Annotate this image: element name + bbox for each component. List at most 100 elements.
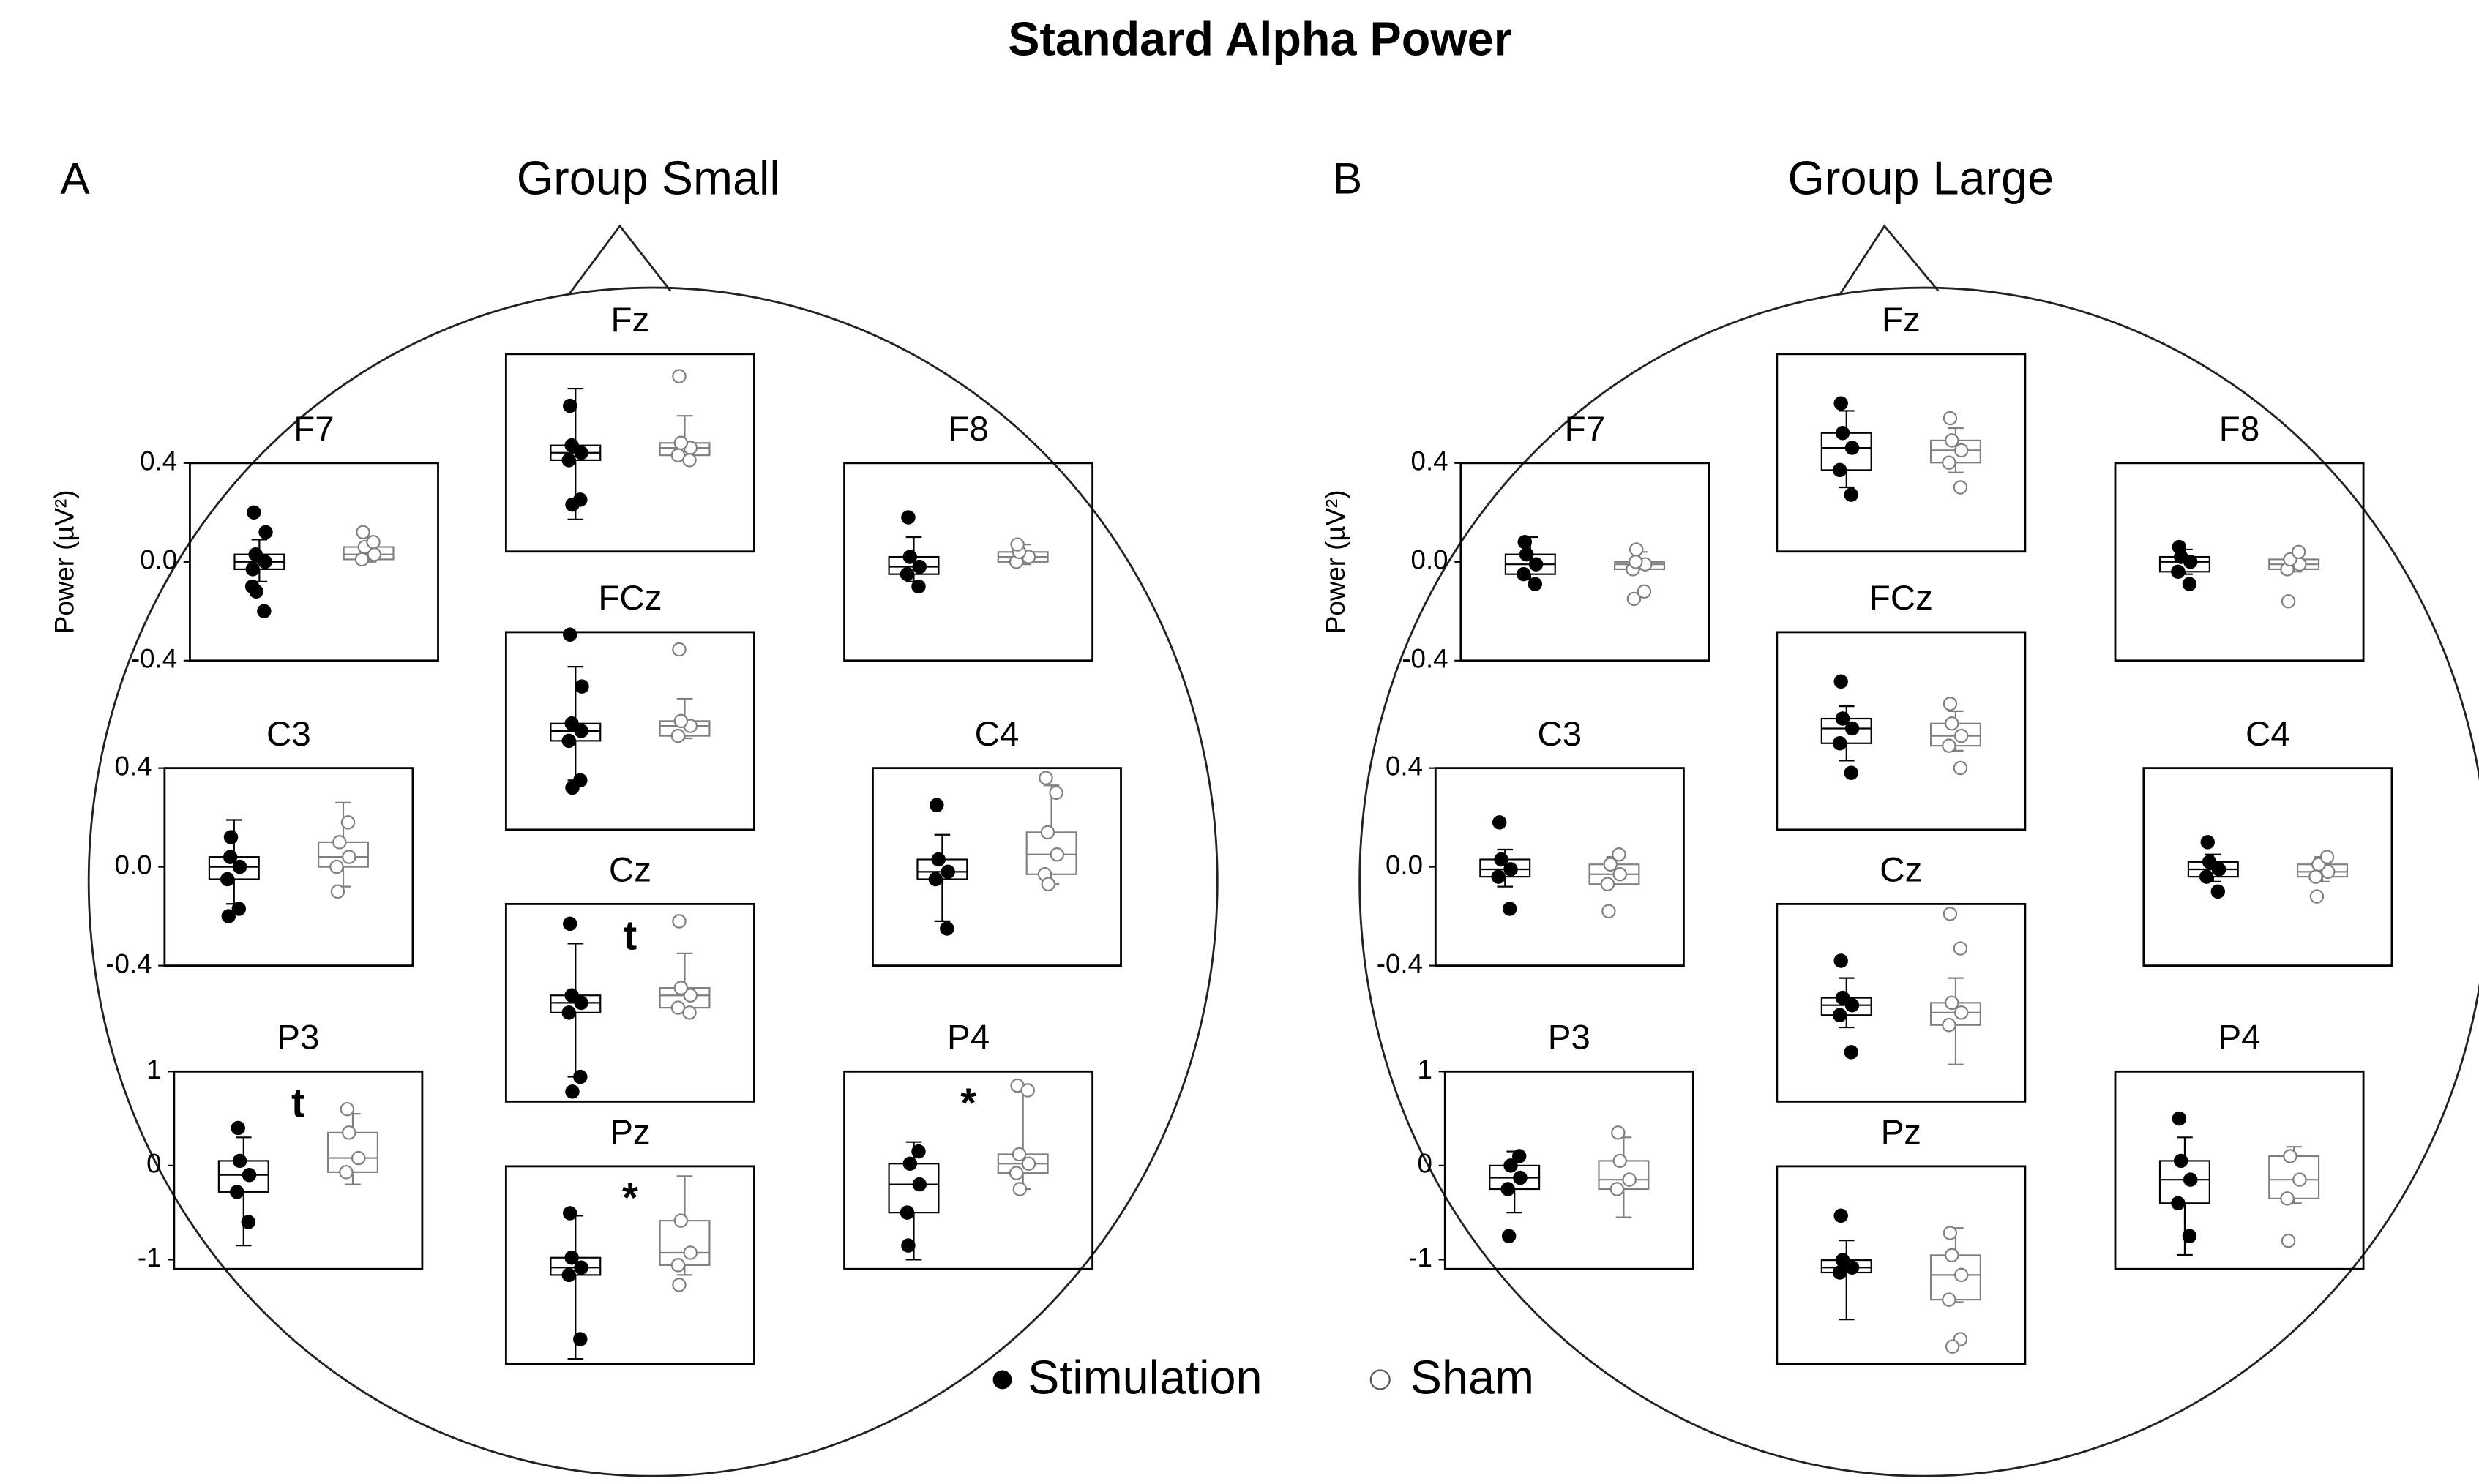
panel-frame (173, 1070, 424, 1270)
annotation: t (624, 912, 637, 959)
box (659, 1220, 711, 1266)
y-tick-label: 0.0 (115, 850, 152, 880)
panel-frame (2142, 767, 2393, 967)
y-tick-label: 0 (146, 1149, 161, 1179)
data-point (1050, 847, 1065, 862)
y-tick-label: -0.4 (131, 643, 177, 673)
data-point (564, 1251, 579, 1265)
panel-title: P3 (277, 1019, 319, 1057)
data-point (564, 988, 579, 1003)
panel-frame (1776, 631, 2027, 831)
data-point (1629, 555, 1643, 569)
data-point (1833, 674, 1848, 689)
data-point (573, 1332, 588, 1346)
data-point (232, 1153, 247, 1169)
data-point (1832, 736, 1847, 751)
panel-label: A (60, 153, 90, 203)
data-point (673, 981, 689, 995)
data-point (244, 579, 260, 594)
data-point (1833, 953, 1848, 968)
data-point (2200, 835, 2215, 850)
data-point (245, 562, 261, 577)
data-point (911, 1144, 926, 1159)
data-point (912, 559, 927, 574)
data-point (2182, 577, 2197, 591)
y-tick-label: 0.4 (1411, 446, 1448, 476)
panel-title: C4 (975, 715, 1020, 754)
data-point (2183, 1172, 2198, 1187)
panel-title: Cz (1880, 851, 1922, 890)
data-point (912, 1177, 927, 1192)
data-point (248, 547, 263, 562)
data-point (2174, 1153, 2188, 1169)
data-point (2321, 864, 2336, 880)
data-point (683, 1245, 698, 1260)
data-point (901, 510, 916, 525)
panel-title: Fz (611, 301, 650, 340)
panel-title: C4 (2246, 715, 2290, 754)
data-point (1009, 1166, 1024, 1180)
legend-label: Stimulation (1028, 1351, 1262, 1404)
data-point (247, 505, 261, 520)
panel-title: FCz (1869, 579, 1933, 618)
data-point (940, 921, 954, 936)
panel-title: Pz (1881, 1113, 1921, 1152)
data-point (356, 525, 370, 540)
y-tick-label: -0.4 (1377, 948, 1423, 978)
data-point (1943, 411, 1958, 426)
data-point (332, 835, 347, 850)
y-axis-label: Power (µV²) (1320, 490, 1350, 634)
data-point (329, 859, 344, 874)
data-point (574, 446, 588, 460)
data-point (1835, 990, 1850, 1005)
data-point (1844, 998, 1860, 1013)
data-point (231, 902, 247, 916)
data-point (1039, 771, 1053, 785)
data-point (1622, 1172, 1637, 1187)
y-tick-label: -1 (1408, 1243, 1432, 1273)
panel-frame (504, 902, 755, 1103)
data-point (2281, 594, 2296, 609)
panel-frame (2114, 1070, 2365, 1270)
y-tick-label: 0.4 (1386, 751, 1423, 781)
data-point (2210, 884, 2226, 899)
data-point (902, 550, 918, 564)
data-point (2291, 544, 2306, 560)
data-point (339, 1165, 354, 1180)
data-point (2292, 1172, 2307, 1187)
data-point (1832, 1008, 1847, 1022)
data-point (575, 679, 589, 694)
y-tick-label: 0.0 (140, 544, 177, 574)
panel-title: C3 (266, 715, 311, 754)
panel-title: F7 (293, 410, 334, 449)
data-point (1612, 1153, 1627, 1169)
panel-frame (1776, 902, 2027, 1103)
data-point (672, 369, 687, 383)
data-point (2199, 869, 2214, 884)
y-tick-label: 0.0 (1386, 850, 1423, 880)
data-point (682, 1005, 697, 1020)
annotation: * (622, 1174, 638, 1221)
data-point (1491, 869, 1506, 884)
data-point (563, 1206, 577, 1221)
data-point (561, 1267, 576, 1283)
legend-marker (1369, 1369, 1391, 1390)
panel-title: Pz (610, 1113, 650, 1152)
y-tick-label: 0 (1418, 1149, 1432, 1179)
data-point (231, 1120, 245, 1136)
data-point (673, 435, 689, 450)
data-point (366, 535, 381, 550)
data-point (1832, 1265, 1847, 1280)
data-point (1942, 1292, 1956, 1307)
data-point (911, 579, 926, 594)
data-point (232, 859, 247, 874)
panel-title: F7 (1565, 410, 1605, 449)
data-point (561, 453, 576, 468)
data-point (1519, 547, 1534, 562)
data-point (672, 1278, 687, 1292)
data-point (1603, 857, 1618, 872)
data-point (564, 716, 579, 731)
data-point (223, 850, 238, 864)
data-point (1501, 1229, 1517, 1243)
data-point (670, 728, 686, 743)
